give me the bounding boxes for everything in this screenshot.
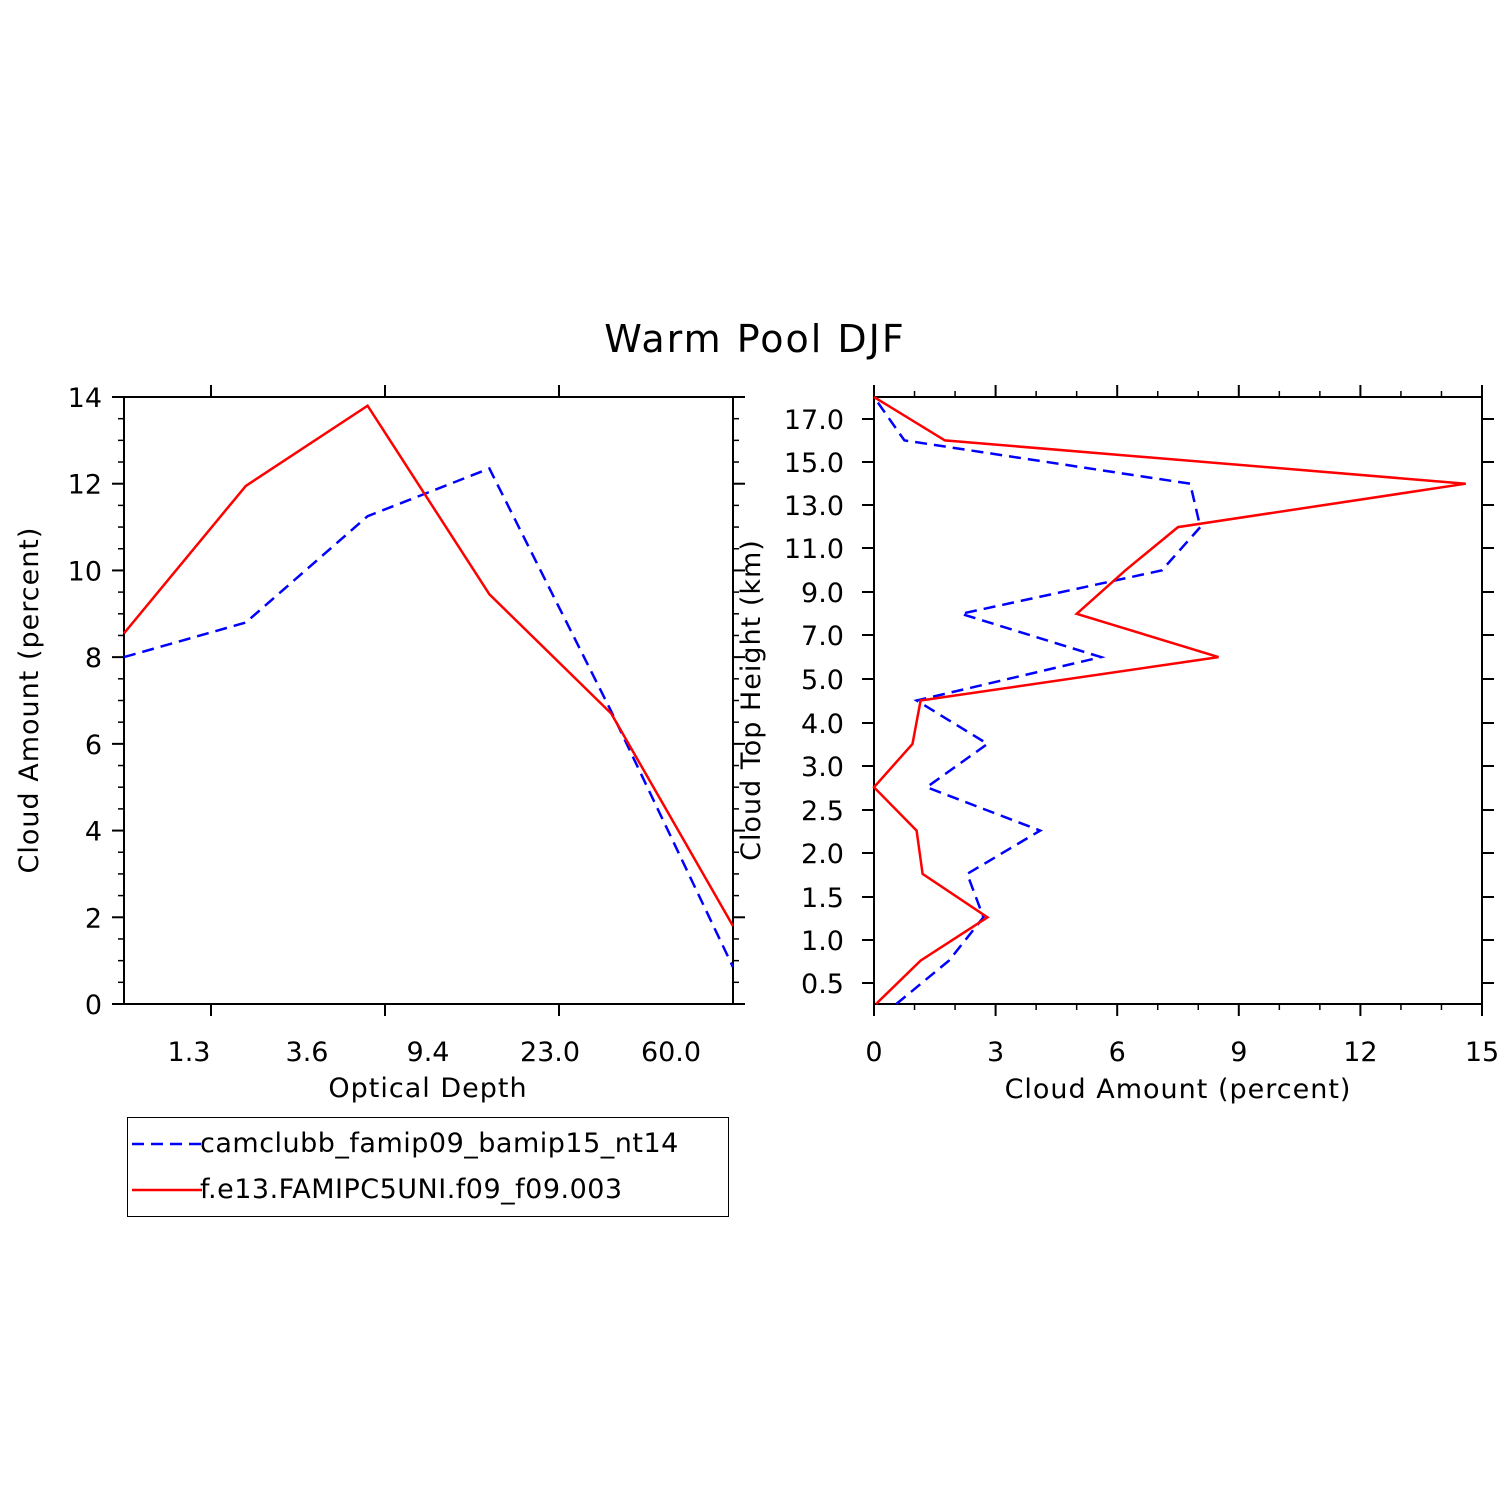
- left-y-tick-label: 12: [68, 470, 102, 501]
- left-series-line-1: [123, 466, 735, 968]
- legend-dashed-line-sample: [132, 1142, 202, 1146]
- legend-item-series-1: camclubb_famip09_bamip15_nt14: [128, 1126, 728, 1162]
- left-y-axis-label: Cloud Amount (percent): [14, 527, 45, 874]
- right-x-tick-label: 12: [1343, 1037, 1377, 1068]
- right-y-tick-label: 1.5: [801, 883, 844, 914]
- right-y-tick-label: 7.0: [801, 621, 844, 652]
- left-y-tick-label: 4: [85, 817, 102, 848]
- right-y-tick-label: 9.0: [801, 578, 844, 609]
- right-axes-ticks: 0 3 6 9 12 15 0.5 1.0 1.5 2.0 2.5 3.0 4.0 5.0 7.0 9.0 11…: [784, 385, 1499, 1068]
- right-y-tick-label: 0.5: [801, 969, 844, 1000]
- left-axes-ticks: 0 2 4 6 8 10 12 14 1.3 3.6 9.4 23.0 60.0: [68, 383, 745, 1068]
- right-x-tick-label: 9: [1230, 1037, 1247, 1068]
- right-x-tick-label: 3: [987, 1037, 1004, 1068]
- right-series-lines: [872, 395, 1466, 1005]
- right-y-tick-label: 4.0: [801, 709, 844, 740]
- right-series-line-1: [872, 396, 1202, 1005]
- right-y-tick-label: 1.0: [801, 926, 844, 957]
- left-y-tick-label: 8: [85, 643, 102, 674]
- right-y-tick-label: 15.0: [784, 448, 844, 479]
- legend-label-series-1: camclubb_famip09_bamip15_nt14: [200, 1128, 679, 1159]
- left-y-tick-label: 0: [85, 990, 102, 1021]
- left-x-axis-label: Optical Depth: [328, 1073, 527, 1104]
- right-y-tick-label: 17.0: [784, 405, 844, 436]
- left-plot-frame: [123, 396, 734, 1005]
- left-series-line-2: [123, 403, 735, 927]
- left-series-lines: [123, 403, 735, 968]
- legend-item-series-2: f.e13.FAMIPC5UNI.f09_f09.003: [128, 1172, 728, 1208]
- right-x-axis-label: Cloud Amount (percent): [1005, 1074, 1352, 1105]
- left-x-tick-label: 9.4: [407, 1037, 450, 1068]
- right-plot-frame: [873, 396, 1483, 1005]
- legend-label-series-2: f.e13.FAMIPC5UNI.f09_f09.003: [200, 1174, 623, 1205]
- right-y-axis-label: Cloud Top Height (km): [736, 539, 767, 861]
- right-y-tick-label: 13.0: [784, 491, 844, 522]
- left-x-tick-label: 60.0: [641, 1037, 701, 1068]
- legend: camclubb_famip09_bamip15_nt14 f.e13.FAMI…: [127, 1117, 729, 1217]
- right-y-tick-label: 2.5: [801, 796, 844, 827]
- left-x-tick-label: 23.0: [520, 1037, 580, 1068]
- left-x-tick-label: 3.6: [286, 1037, 329, 1068]
- right-y-tick-label: 5.0: [801, 665, 844, 696]
- left-y-tick-label: 2: [85, 903, 102, 934]
- right-x-tick-label: 15: [1465, 1037, 1499, 1068]
- right-y-tick-label: 3.0: [801, 752, 844, 783]
- right-x-tick-label: 0: [865, 1037, 882, 1068]
- legend-solid-line-sample: [132, 1188, 202, 1192]
- left-y-tick-label: 6: [85, 730, 102, 761]
- right-y-tick-label: 2.0: [801, 839, 844, 870]
- right-series-line-2: [872, 395, 1466, 1005]
- left-panel-optical-depth: 0 2 4 6 8 10 12 14 1.3 3.6 9.4 23.0 60.0 Optical Dep…: [14, 383, 745, 1104]
- right-y-tick-label: 11.0: [784, 534, 844, 565]
- chart-title: Warm Pool DJF: [604, 317, 906, 361]
- left-y-tick-label: 14: [68, 383, 102, 414]
- right-x-tick-label: 6: [1109, 1037, 1126, 1068]
- left-x-tick-label: 1.3: [168, 1037, 211, 1068]
- left-y-tick-label: 10: [68, 556, 102, 587]
- right-panel-cloud-top-height: 0 3 6 9 12 15 0.5 1.0 1.5 2.0 2.5 3.0 4.0 5.0 7.0 9.0 11…: [736, 385, 1499, 1105]
